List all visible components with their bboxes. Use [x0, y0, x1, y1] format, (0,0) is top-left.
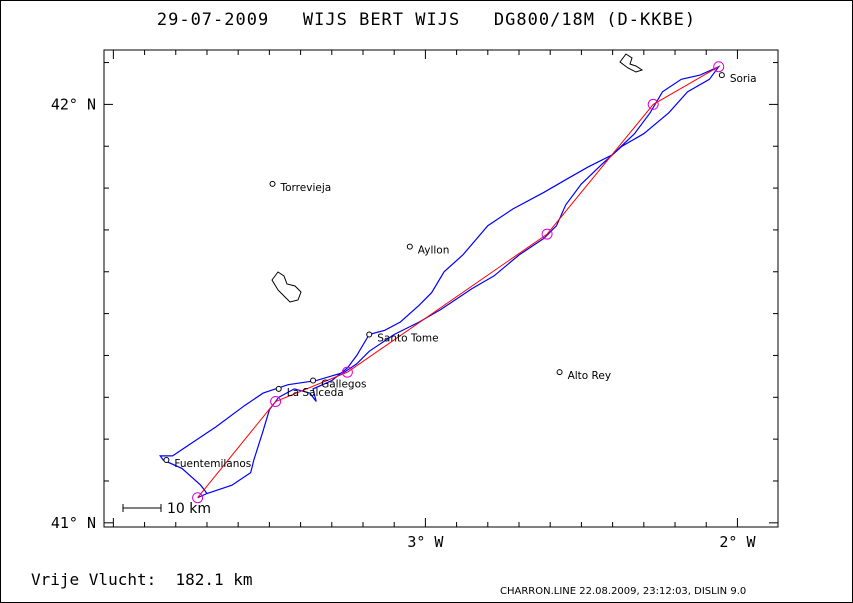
place-marker: [366, 331, 373, 338]
place-marker: [718, 72, 725, 79]
turnpoint-marker: [541, 228, 553, 240]
turnpoint-marker: [270, 395, 282, 407]
place-label: La Salceda: [287, 387, 344, 399]
turnpoint-marker: [192, 492, 204, 504]
y-tick-label: 42° N: [51, 95, 96, 113]
task-line: [197, 66, 719, 499]
place-marker: [163, 457, 170, 464]
place-label: Santo Tome: [377, 333, 438, 345]
place-marker: [406, 243, 413, 250]
place-label: Alto Rey: [568, 370, 611, 382]
place-marker: [556, 369, 563, 376]
distance-value: 182.1 km: [175, 570, 253, 589]
distance-label: Vrije Vlucht:: [31, 570, 157, 589]
place-marker: [269, 180, 276, 187]
reservoir-outline: [619, 53, 644, 73]
chart-title: 29-07-2009 WIJS BERT WIJS DG800/18M (D-K…: [156, 10, 697, 30]
x-tick-label: 3° W: [407, 533, 444, 551]
reservoir-outline: [271, 271, 302, 303]
place-label: Gallegos: [321, 379, 366, 391]
place-marker: [275, 385, 282, 392]
turnpoint-marker: [713, 61, 725, 73]
free-flight-distance: Vrije Vlucht: 182.1 km: [31, 570, 253, 589]
plot-box: [103, 49, 779, 528]
credit-line: CHARRON.LINE 22.08.2009, 23:12:03, DISLI…: [500, 586, 747, 597]
x-tick-label: 2° W: [719, 533, 756, 551]
turnpoint-marker: [341, 366, 353, 378]
place-label: Torrevieja: [280, 182, 332, 194]
place-label: Soria: [730, 73, 757, 85]
turnpoint-marker: [647, 98, 659, 110]
y-tick-label: 41° N: [51, 514, 96, 532]
place-marker: [310, 377, 317, 384]
place-label: Fuentemilanos: [174, 458, 251, 470]
place-label: Ayllon: [418, 245, 450, 257]
scale-bar-label: 10 km: [167, 501, 211, 517]
flight-track: [159, 65, 721, 499]
